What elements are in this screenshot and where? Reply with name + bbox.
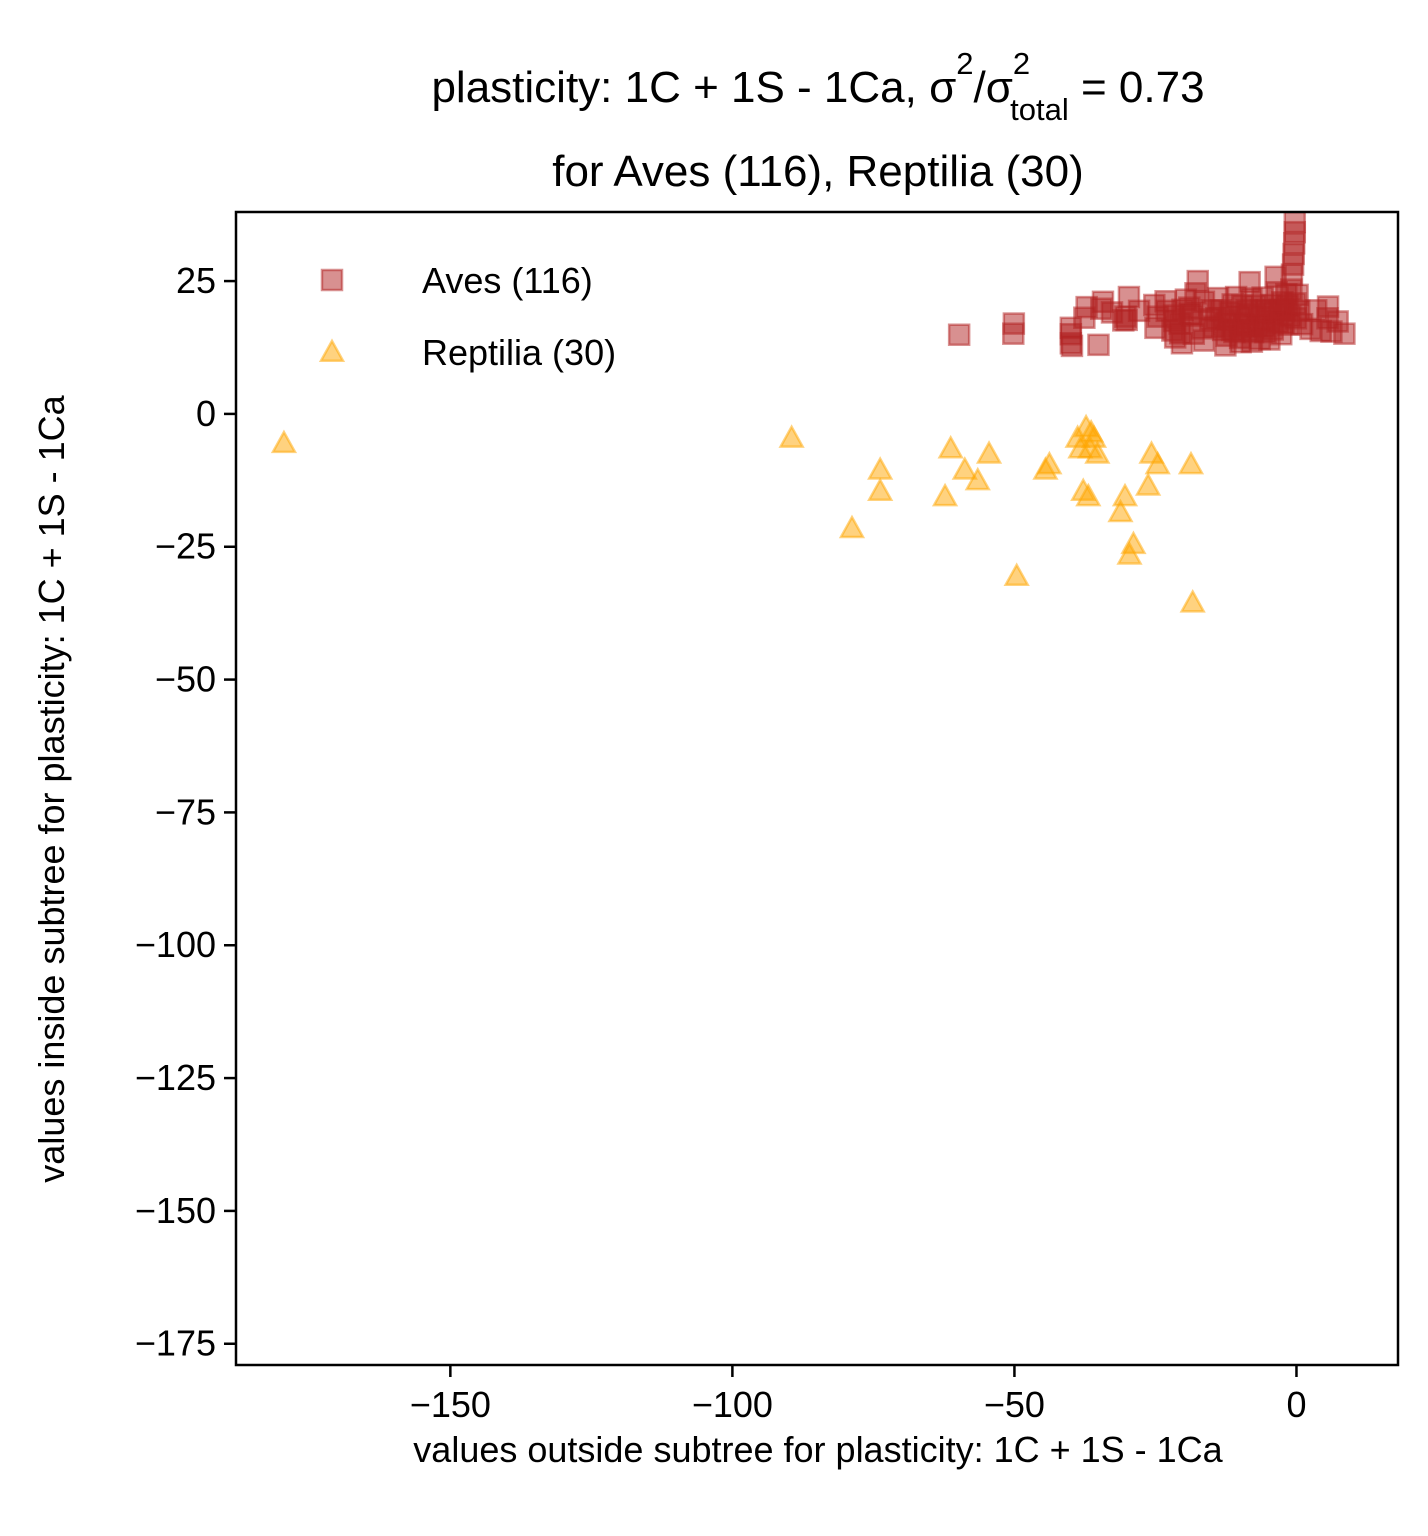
y-tick-label: −25 <box>155 526 216 567</box>
x-tick-label: −150 <box>410 1384 491 1425</box>
data-point-square <box>1186 269 1210 293</box>
data-point-square <box>947 323 971 346</box>
title-sub: total <box>1010 92 1069 127</box>
data-point-triangle <box>964 466 991 491</box>
data-point-triangle <box>975 440 1003 464</box>
legend-label: Aves (116) <box>422 260 593 301</box>
y-tick-label: −175 <box>135 1323 216 1364</box>
data-point-triangle <box>1120 530 1147 555</box>
data-point-triangle <box>867 477 894 502</box>
data-point-triangle <box>1177 450 1205 475</box>
title-suffix: = 0.73 <box>1069 63 1205 112</box>
data-point-triangle <box>1003 562 1030 587</box>
data-point-square <box>1283 212 1307 234</box>
x-tick-label: −50 <box>984 1384 1045 1425</box>
legend-triangle-icon <box>318 338 346 363</box>
series-1 <box>947 212 1356 358</box>
data-point-triangle <box>1134 472 1162 496</box>
chart-title-line1: plasticity: 1C + 1S - 1Ca, σ2/σ2 total = … <box>431 46 1204 127</box>
legend-square-icon <box>320 268 344 292</box>
y-axis-label: values inside subtree for plasticity: 1C… <box>31 394 72 1182</box>
title-sup1: 2 <box>956 46 973 81</box>
legend: Aves (116) Reptilia (30) <box>318 260 616 373</box>
y-tick-label: −150 <box>135 1190 216 1231</box>
data-point-triangle <box>270 429 298 454</box>
data-point-square <box>1087 333 1110 357</box>
data-point-triangle <box>1179 588 1206 613</box>
x-tick-label: −100 <box>692 1384 773 1425</box>
x-axis-label: values outside subtree for plasticity: 1… <box>413 1429 1223 1470</box>
title-mid: /σ <box>974 63 1013 112</box>
title-prefix: plasticity: 1C + 1S - 1Ca, σ <box>431 63 956 112</box>
y-tick-label: −125 <box>135 1057 216 1098</box>
plot-area <box>270 212 1356 613</box>
y-tick-label: 0 <box>196 393 216 434</box>
title-sup2: 2 <box>1013 46 1030 81</box>
chart-title: plasticity: 1C + 1S - 1Ca, σ2/σ2 total = … <box>431 46 1204 196</box>
data-point-triangle <box>1084 440 1111 464</box>
data-point-triangle <box>1036 450 1063 475</box>
data-point-triangle <box>867 456 894 480</box>
data-point-triangle <box>1107 498 1134 523</box>
data-point-triangle <box>838 514 866 539</box>
data-point-triangle <box>1144 450 1171 475</box>
chart-title-line2: for Aves (116), Reptilia (30) <box>552 147 1084 196</box>
data-point-triangle <box>1111 482 1139 507</box>
y-tick-label: −100 <box>135 924 216 965</box>
plot-frame <box>234 210 1400 1367</box>
y-tick-label: 25 <box>176 260 216 301</box>
legend-label: Reptilia (30) <box>422 332 616 373</box>
data-point-triangle <box>778 424 805 448</box>
y-tick-label: −50 <box>155 659 216 700</box>
data-point-square <box>1002 312 1026 335</box>
data-point-triangle <box>1075 482 1102 507</box>
y-tick-label: −75 <box>155 791 216 832</box>
data-points <box>270 212 1356 613</box>
data-point-triangle <box>931 482 959 507</box>
x-tick-label: 0 <box>1286 1384 1306 1425</box>
data-point-triangle <box>951 456 978 480</box>
axes: −150 −100 −50 0 25 0 −25 −50 −75 −100 −125 −150 −175 <box>135 210 1400 1425</box>
data-point-square <box>1333 322 1356 345</box>
data-point-triangle <box>937 434 964 459</box>
data-point-square <box>1316 295 1340 318</box>
series-2 <box>270 413 1206 613</box>
